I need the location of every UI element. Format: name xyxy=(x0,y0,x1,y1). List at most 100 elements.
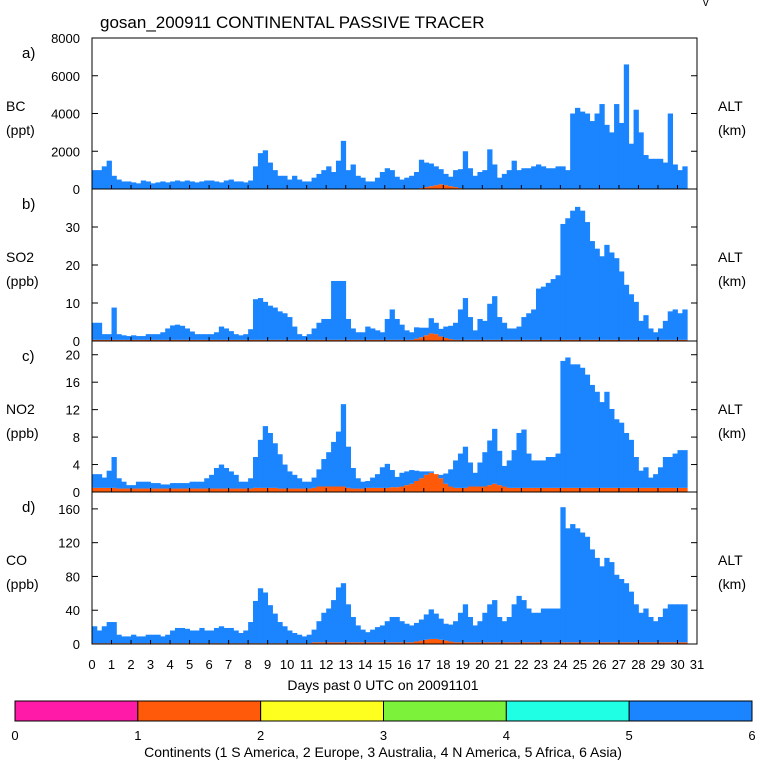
bar-asia xyxy=(550,457,556,488)
bar-asia xyxy=(350,328,356,340)
bar-asia xyxy=(638,320,644,340)
bar-asia xyxy=(106,334,112,340)
bar-asia xyxy=(662,457,669,488)
bar-asia xyxy=(121,636,127,644)
bar-asia xyxy=(316,621,322,643)
bar-asia xyxy=(267,605,273,644)
bar-asia xyxy=(321,612,327,643)
bar-europe xyxy=(262,487,269,492)
bar-asia xyxy=(223,467,230,489)
bar-asia xyxy=(609,408,615,488)
y-tick-label: 20 xyxy=(66,348,80,363)
bar-europe xyxy=(511,339,517,341)
bar-asia xyxy=(321,459,327,487)
bar-europe xyxy=(672,487,678,492)
bar-europe xyxy=(453,642,459,644)
colorbar-tick-label: 1 xyxy=(134,728,141,743)
bar-europe xyxy=(506,339,512,341)
bar-asia xyxy=(135,336,142,340)
bar-europe xyxy=(340,339,347,341)
bar-asia xyxy=(370,181,376,189)
bar-asia xyxy=(462,446,469,488)
bar-europe xyxy=(335,642,342,644)
bar-asia xyxy=(389,616,395,643)
bar-asia xyxy=(623,284,630,340)
bar-asia xyxy=(379,467,386,488)
bar-asia xyxy=(496,317,503,340)
bar-asia xyxy=(189,630,195,644)
bar-asia xyxy=(277,175,283,189)
bar-asia xyxy=(638,132,644,190)
bar-europe xyxy=(423,639,430,644)
bar-asia xyxy=(145,334,151,340)
x-tick-label: 8 xyxy=(245,657,252,672)
bar-europe xyxy=(604,339,610,341)
x-tick-label: 13 xyxy=(338,657,352,672)
bar-asia xyxy=(165,182,171,189)
bar-europe xyxy=(560,339,566,341)
bar-europe xyxy=(296,488,303,492)
bar-asia xyxy=(184,180,190,189)
bar-europe xyxy=(223,339,230,341)
bar-asia xyxy=(414,172,420,189)
bar-asia xyxy=(384,621,391,643)
bar-asia xyxy=(92,322,98,340)
bar-europe xyxy=(667,339,674,341)
bar-asia xyxy=(643,155,649,189)
bar-europe xyxy=(433,185,439,189)
bar-asia xyxy=(609,562,615,643)
alt-label: ALT xyxy=(718,401,743,417)
x-tick-label: 25 xyxy=(573,657,587,672)
bar-asia xyxy=(335,431,342,487)
bar-europe xyxy=(570,339,576,341)
bar-asia xyxy=(628,439,634,488)
alt-unit-label: (km) xyxy=(718,273,746,289)
bar-europe xyxy=(374,642,381,644)
bar-asia xyxy=(96,170,103,190)
bar-europe xyxy=(316,486,322,492)
bar-asia xyxy=(672,453,678,488)
bar-europe xyxy=(389,487,395,492)
bar-asia xyxy=(555,608,561,643)
bar-asia xyxy=(477,318,483,340)
bar-europe xyxy=(457,339,464,341)
y-tick-label: 0 xyxy=(73,637,80,652)
bar-europe xyxy=(501,339,508,341)
bar-asia xyxy=(428,471,434,473)
bar-asia xyxy=(589,121,595,189)
bar-asia xyxy=(423,327,430,336)
colorbar-tick-label: 0 xyxy=(11,728,18,743)
bar-europe xyxy=(531,339,537,341)
bar-asia xyxy=(506,460,512,488)
bar-europe xyxy=(633,339,639,341)
bar-europe xyxy=(492,339,498,341)
bar-europe xyxy=(609,339,615,341)
bar-asia xyxy=(492,600,498,643)
y-tick-label: 20 xyxy=(66,258,80,273)
x-tick-label: 17 xyxy=(417,657,431,672)
bar-asia xyxy=(531,460,537,488)
bar-europe xyxy=(604,487,610,492)
bar-asia xyxy=(501,465,508,487)
colorbar: 0 1 2 3 4 5 6 xyxy=(11,700,756,743)
x-tick-label: 28 xyxy=(631,657,645,672)
bar-europe xyxy=(492,483,498,492)
bar-europe xyxy=(423,187,430,189)
bar-asia xyxy=(628,591,634,643)
bar-asia xyxy=(262,301,269,340)
bar-europe xyxy=(589,642,595,644)
bar-europe xyxy=(184,339,190,341)
bar-asia xyxy=(209,180,215,189)
bar-asia xyxy=(267,305,273,340)
bar-asia xyxy=(409,175,415,189)
bar-europe xyxy=(599,339,605,341)
bar-europe xyxy=(379,642,386,644)
bar-asia xyxy=(482,320,488,340)
bar-europe xyxy=(657,642,664,644)
bar-europe xyxy=(648,642,654,644)
bar-europe xyxy=(111,487,117,492)
bar-europe xyxy=(594,339,600,341)
bar-asia xyxy=(555,166,561,189)
panel-4: 0 40 80 120 160 d) CO (ppb) ALT (km) xyxy=(6,491,746,652)
x-tick-label: 7 xyxy=(225,657,232,672)
